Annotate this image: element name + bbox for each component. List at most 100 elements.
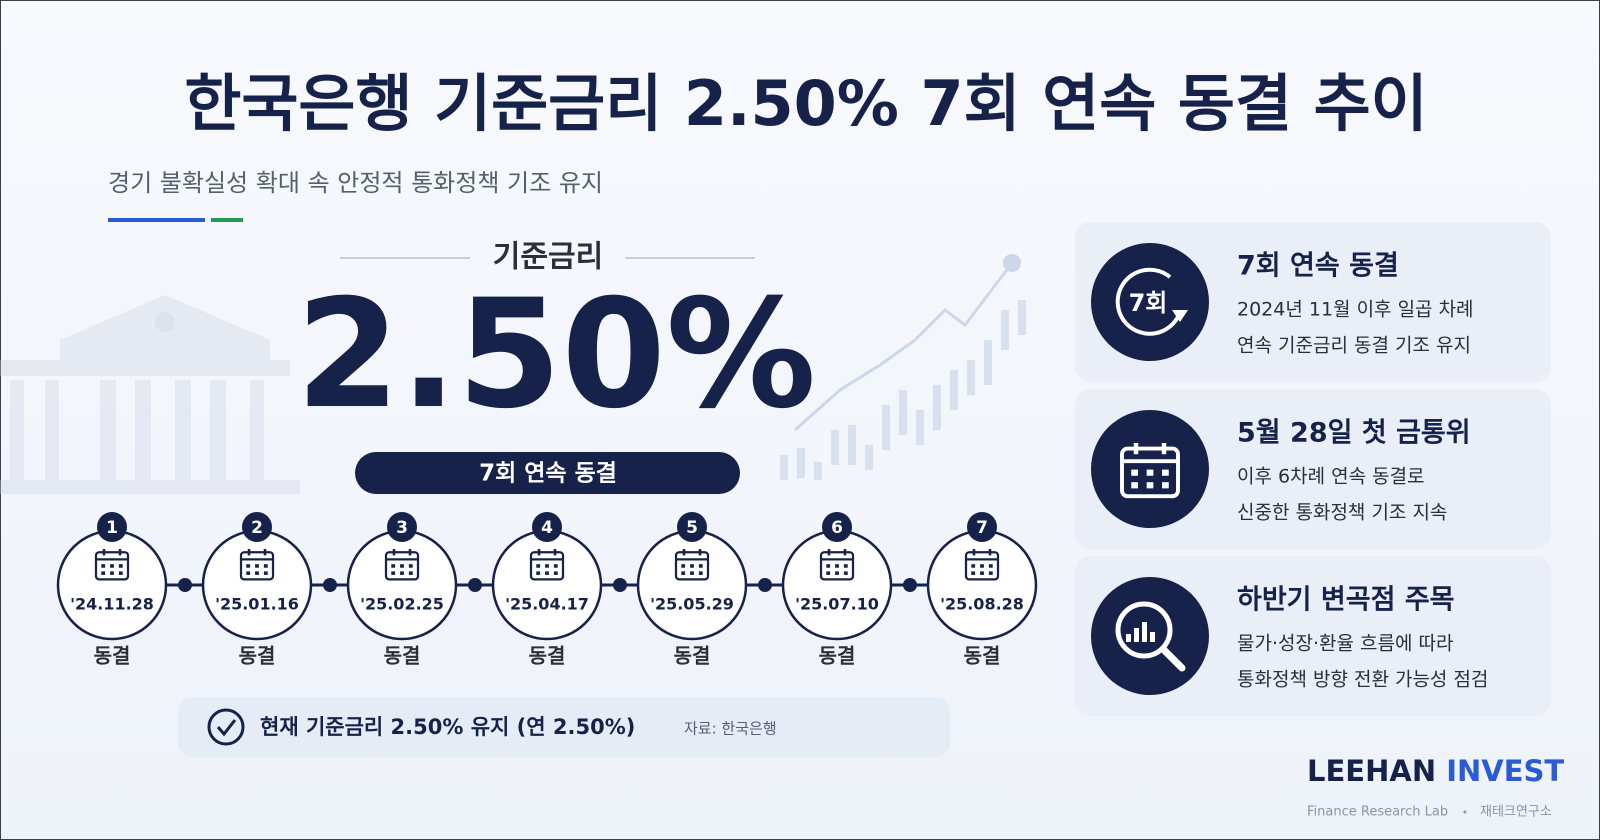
- card-line: 통화정책 방향 전환 가능성 점검: [1237, 669, 1488, 691]
- timeline-node: [926, 529, 1038, 641]
- magnifier-bar: [1142, 622, 1147, 642]
- calendar-cell: [1131, 482, 1138, 489]
- calendar-cell: [835, 571, 839, 575]
- decision-status: 동결: [94, 644, 131, 668]
- building-illustration: [0, 295, 300, 494]
- step-badge: [822, 512, 852, 542]
- step-number: 6: [831, 518, 843, 538]
- calendar-cell: [1146, 482, 1154, 489]
- brand-left: LEEHAN: [1307, 754, 1436, 788]
- check-mark: [216, 719, 237, 737]
- calendar-cell: [681, 571, 686, 575]
- calendar-cell: [408, 564, 413, 568]
- calendar-cell: [246, 564, 251, 568]
- calendar-icon: [674, 551, 710, 581]
- card-line: 2024년 11월 이후 일곱 차례: [1237, 299, 1474, 321]
- timeline-node: [201, 529, 313, 641]
- brand-name: LEEHAN INVEST: [1307, 754, 1564, 788]
- calendar-cell: [826, 564, 831, 568]
- title: 한국은행 기준금리 2.50% 7회 연속 동결 추이: [184, 67, 1427, 140]
- calendar-cell: [843, 571, 848, 575]
- calendar-cell: [118, 564, 123, 568]
- summary-text: 현재 기준금리 2.50% 유지 (연 2.50%): [260, 715, 635, 739]
- step-number: 4: [541, 518, 553, 538]
- calendar-cell: [400, 571, 404, 575]
- rate-badge-text: 7회 연속 동결: [479, 461, 617, 487]
- calendar-icon: [239, 551, 275, 581]
- decorative-chart: [780, 254, 1026, 480]
- card-line: 신중한 통화정책 기조 지속: [1237, 502, 1447, 524]
- calendar-cell: [980, 571, 984, 575]
- step-number: 3: [396, 518, 408, 538]
- timeline-dot: [613, 578, 627, 592]
- timeline-node: [491, 529, 603, 641]
- calendar-icon: [819, 551, 855, 581]
- calendar-cell: [545, 571, 549, 575]
- timeline-node: [636, 529, 748, 641]
- card-title: 하반기 변곡점 주목: [1237, 585, 1455, 616]
- step-number: 1: [106, 518, 118, 538]
- calendar-cell: [536, 571, 541, 575]
- calendar-cell: [826, 571, 831, 575]
- step-badge: [387, 512, 417, 542]
- card-icon: [1091, 410, 1209, 528]
- calendar-icon: [384, 551, 420, 581]
- calendar-cell: [1162, 482, 1169, 489]
- calendar-cell: [980, 564, 984, 568]
- info-card: [1075, 556, 1551, 716]
- calendar-cell: [698, 564, 703, 568]
- calendar-cell: [536, 564, 541, 568]
- meeting-date: '25.08.28: [940, 595, 1024, 614]
- decision-status: 동결: [529, 644, 566, 668]
- accent-line: [108, 218, 205, 222]
- meeting-date: '25.04.17: [505, 595, 589, 614]
- calendar-cell: [553, 571, 558, 575]
- cycle-arrow: [1115, 267, 1182, 336]
- calendar-icon: [964, 551, 1000, 581]
- calendar-cell: [246, 571, 251, 575]
- summary-box: [178, 697, 950, 757]
- timeline-dot: [758, 578, 772, 592]
- calendar-cell: [255, 564, 259, 568]
- info-card: [1075, 222, 1551, 382]
- calendar-cell: [681, 564, 686, 568]
- calendar-cell: [1131, 469, 1138, 476]
- meeting-date: '25.07.10: [795, 595, 879, 614]
- timeline-node: [56, 529, 168, 641]
- calendar-cell: [843, 564, 848, 568]
- timeline-dot: [323, 578, 337, 592]
- calendar-cell: [391, 571, 396, 575]
- timeline-dot: [178, 578, 192, 592]
- meeting-date: '25.05.29: [650, 595, 734, 614]
- calendar-cell: [110, 564, 114, 568]
- subtitle: 경기 불확실성 확대 속 안정적 통화정책 기조 유지: [108, 169, 603, 197]
- magnifier-bar: [1134, 628, 1139, 642]
- meeting-date: '25.02.25: [360, 595, 444, 614]
- calendar-cell: [263, 571, 268, 575]
- rate-badge: [355, 452, 740, 494]
- decision-status: 동결: [384, 644, 421, 668]
- decision-status: 동결: [239, 644, 276, 668]
- calendar-cell: [971, 571, 976, 575]
- magnifier-bar: [1150, 632, 1155, 642]
- brand-tagline: Finance Research Lab: [1307, 805, 1448, 820]
- timeline-dot: [468, 578, 482, 592]
- calendar-cell: [1162, 469, 1169, 476]
- decision-status: 동결: [964, 644, 1001, 668]
- calendar-icon: [529, 551, 565, 581]
- rate-label: 기준금리: [493, 240, 603, 275]
- card-line: 이후 6차례 연속 동결로: [1237, 466, 1425, 488]
- brand-right: INVEST: [1446, 754, 1564, 788]
- separator-dot: [1463, 810, 1467, 814]
- card-line: 연속 기준금리 동결 기조 유지: [1237, 335, 1471, 357]
- step-number: 2: [251, 518, 263, 538]
- calendar-cell: [971, 564, 976, 568]
- calendar-cell: [698, 571, 703, 575]
- calendar-cell: [1146, 469, 1154, 476]
- card-icon: [1091, 243, 1209, 361]
- step-badge: [677, 512, 707, 542]
- calendar-cell: [391, 564, 396, 568]
- timeline-node: [346, 529, 458, 641]
